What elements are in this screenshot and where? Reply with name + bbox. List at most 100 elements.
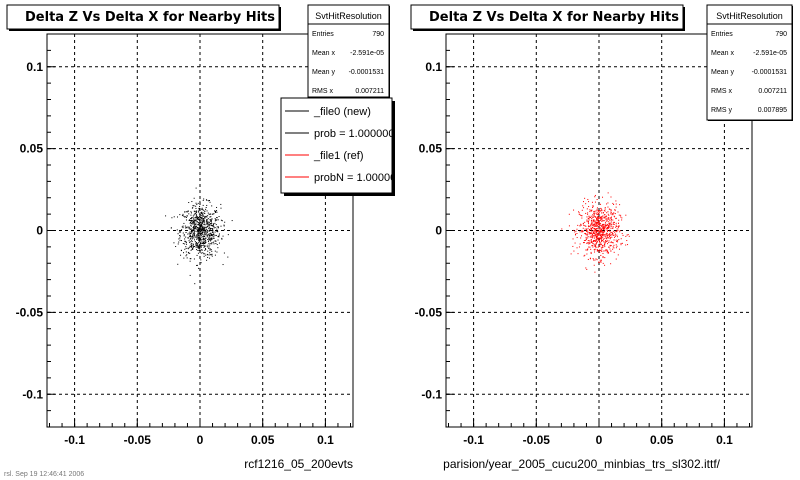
scatter-point xyxy=(209,252,211,254)
x-axis-label: rcf1216_05_200evts xyxy=(244,457,353,471)
scatter-point xyxy=(213,237,215,239)
scatter-point xyxy=(193,197,195,199)
scatter-point xyxy=(191,240,193,242)
scatter-point xyxy=(607,213,609,215)
scatter-point xyxy=(604,221,606,223)
scatter-point xyxy=(592,227,594,229)
scatter-point xyxy=(196,217,198,219)
scatter-point xyxy=(208,247,210,249)
scatter-point xyxy=(595,230,597,232)
scatter-point xyxy=(189,245,191,247)
scatter-point xyxy=(587,221,589,223)
scatter-point xyxy=(193,222,195,224)
scatter-point xyxy=(586,220,588,222)
scatter-point xyxy=(593,232,595,234)
scatter-point xyxy=(603,250,605,252)
scatter-point xyxy=(600,219,602,221)
scatter-point xyxy=(597,231,599,233)
scatter-point xyxy=(597,230,599,232)
scatter-point xyxy=(185,242,187,244)
chart-panel-2: -0.1 -0.05 0 0.05 0.1 0.1 0.05 0 -0.05 -0.1 Delta … xyxy=(410,4,793,471)
scatter-point xyxy=(199,248,201,250)
scatter-point xyxy=(589,216,591,218)
y-tick-label: 0.05 xyxy=(419,142,443,156)
scatter-point xyxy=(599,231,601,233)
scatter-point xyxy=(604,264,606,266)
scatter-point xyxy=(204,233,206,235)
scatter-point xyxy=(603,238,605,240)
scatter-point xyxy=(205,227,207,229)
x-tick-label: 0.05 xyxy=(251,433,275,447)
scatter-point xyxy=(588,216,590,218)
scatter-point xyxy=(584,221,586,223)
scatter-point xyxy=(606,229,608,231)
scatter-point xyxy=(608,224,610,226)
scatter-point xyxy=(194,236,196,238)
scatter-point xyxy=(209,248,211,250)
scatter-point xyxy=(220,219,222,221)
scatter-point xyxy=(584,233,586,235)
scatter-point xyxy=(585,203,587,205)
stats-label: Mean y xyxy=(312,69,335,76)
scatter-point xyxy=(195,235,197,237)
scatter-point xyxy=(197,252,199,254)
scatter-point xyxy=(616,245,618,247)
scatter-point xyxy=(205,241,207,243)
scatter-point xyxy=(610,209,612,211)
scatter-point xyxy=(204,248,206,250)
scatter-point xyxy=(199,231,201,233)
scatter-point xyxy=(595,224,597,226)
scatter-point xyxy=(192,227,194,229)
scatter-point xyxy=(597,235,599,237)
scatter-point xyxy=(627,234,629,236)
x-tick-label: 0 xyxy=(197,433,204,447)
scatter-point xyxy=(211,213,213,215)
scatter-point xyxy=(197,218,199,220)
scatter-point xyxy=(612,202,614,204)
scatter-point xyxy=(594,212,596,214)
scatter-point xyxy=(606,234,608,236)
scatter-point xyxy=(610,263,612,265)
scatter-point xyxy=(593,240,595,242)
scatter-point xyxy=(610,212,612,214)
scatter-point xyxy=(185,236,187,238)
scatter-point xyxy=(601,234,603,236)
scatter-point xyxy=(590,239,592,241)
scatter-point xyxy=(618,214,620,216)
scatter-point xyxy=(216,210,218,212)
scatter-point xyxy=(597,222,599,224)
scatter-point xyxy=(202,227,204,229)
scatter-point xyxy=(590,236,592,238)
scatter-point xyxy=(204,242,206,244)
scatter-point xyxy=(576,237,578,239)
scatter-point xyxy=(600,260,602,262)
scatter-point xyxy=(204,216,206,218)
scatter-point xyxy=(588,201,590,203)
scatter-point xyxy=(190,236,192,238)
scatter-point xyxy=(221,220,223,222)
scatter-point xyxy=(600,234,602,236)
scatter-point xyxy=(597,237,599,239)
scatter-point xyxy=(599,249,601,251)
scatter-point xyxy=(191,235,193,237)
scatter-point xyxy=(183,222,185,224)
scatter-point xyxy=(596,225,598,227)
scatter-point xyxy=(192,244,194,246)
scatter-point xyxy=(220,225,222,227)
scatter-point xyxy=(589,257,591,259)
scatter-point xyxy=(581,231,583,233)
scatter-point xyxy=(608,241,610,243)
scatter-point xyxy=(620,244,622,246)
scatter-point xyxy=(598,234,600,236)
scatter-point xyxy=(607,252,609,254)
scatter-point xyxy=(606,236,608,238)
scatter-point xyxy=(601,229,603,231)
scatter-point xyxy=(610,234,612,236)
scatter-point xyxy=(615,222,617,224)
scatter-point xyxy=(199,208,201,210)
scatter-point xyxy=(187,233,189,235)
y-tick-label: -0.1 xyxy=(421,387,442,401)
scatter-point xyxy=(201,231,203,233)
scatter-point xyxy=(606,223,608,225)
scatter-point xyxy=(596,213,598,215)
